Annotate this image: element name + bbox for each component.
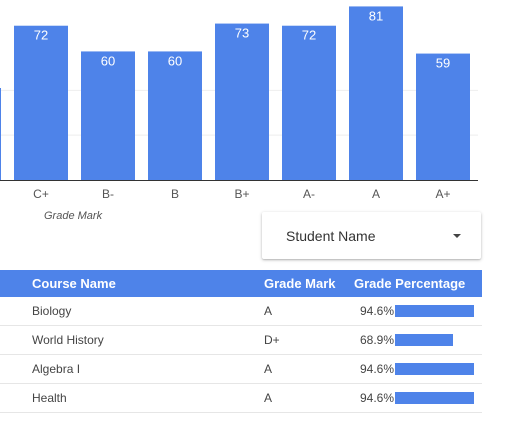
chart-data-label: 72 (302, 28, 316, 43)
chart-bar-partial (0, 88, 1, 180)
chart-bar-C+[interactable] (14, 25, 68, 181)
x-axis-tick-label: B+ (234, 187, 249, 201)
x-axis-tick-label: A- (303, 187, 315, 201)
grade-mark-cell: D+ (264, 333, 280, 347)
grade-percentage-bar-track (395, 363, 475, 375)
chart-svg: 72 C+ 60 B- 60 B 73 B+ 72 A- 81 A 59 A+ Grade Mark (0, 6, 478, 222)
course-name-cell: Algebra I (32, 362, 81, 376)
grade-mark-cell: A (264, 304, 273, 318)
grade-percentage-bar-track (395, 305, 475, 317)
chart-bar-B-[interactable] (81, 51, 135, 180)
x-axis-tick-label: C+ (33, 187, 49, 201)
course-name-cell: World History (32, 333, 104, 347)
chevron-down-icon[interactable] (453, 234, 461, 238)
grade-percentage-cell: 94.6% (354, 391, 482, 405)
student-name-filter-label: Student Name (286, 227, 376, 244)
x-axis-tick-label: A+ (435, 187, 450, 201)
grade-percentage-value: 94.6% (359, 362, 394, 376)
chart-bar-A[interactable] (349, 6, 403, 180)
x-axis-tick-label: B (171, 187, 179, 201)
grade-percentage-value: 94.6% (359, 391, 394, 405)
grade-percentage-cell: 94.6% (354, 304, 482, 318)
student-name-filter[interactable]: Student Name (262, 212, 481, 259)
x-axis-tick-label: A (372, 187, 380, 201)
chart-data-label: 72 (34, 28, 48, 43)
chart-data-label: 59 (436, 56, 450, 71)
chart-data-label: 60 (101, 53, 115, 68)
x-axis-tick-label: B- (102, 187, 114, 201)
column-header-grade-percentage[interactable]: Grade Percentage (354, 276, 466, 291)
grade-percentage-bar-track (395, 334, 475, 346)
grade-mark-cell: A (264, 391, 273, 405)
grade-percentage-bar-track (395, 392, 475, 404)
table-row[interactable]: World History D+ 68.9% (0, 326, 482, 355)
table-row[interactable]: Algebra I A 94.6% (0, 355, 482, 384)
chart-data-label: 73 (235, 26, 249, 41)
chart-bar-B+[interactable] (215, 23, 269, 181)
grade-percentage-bar (395, 363, 475, 375)
table-row[interactable]: Biology A 94.6% (0, 297, 482, 326)
table-header: Course Name Grade Mark Grade Percentage (0, 270, 482, 297)
grade-percentage-bar (395, 334, 453, 346)
x-axis-title: Grade Mark (44, 210, 103, 222)
course-grades-table: Course Name Grade Mark Grade Percentage … (0, 270, 482, 413)
column-header-course-name[interactable]: Course Name (32, 276, 116, 291)
table-body: Biology A 94.6% World History D+ 68.9% Algebra… (0, 297, 482, 413)
course-name-cell: Biology (32, 304, 72, 318)
grade-mark-cell: A (264, 362, 273, 376)
column-header-grade-mark[interactable]: Grade Mark (264, 276, 336, 291)
grade-percentage-value: 94.6% (359, 304, 394, 318)
grade-percentage-cell: 68.9% (354, 333, 482, 347)
grade-percentage-bar (395, 392, 475, 404)
grade-mark-bar-chart: 72 C+ 60 B- 60 B 73 B+ 72 A- 81 A 59 A+ Grade Mark (0, 6, 478, 222)
chart-data-label: 81 (369, 8, 383, 23)
chart-data-label: 60 (168, 53, 182, 68)
chart-bar-A+[interactable] (416, 53, 470, 181)
course-name-cell: Health (32, 391, 67, 405)
table-row[interactable]: Health A 94.6% (0, 384, 482, 413)
grade-percentage-bar (395, 305, 475, 317)
chart-bar-A-[interactable] (282, 25, 336, 181)
grade-percentage-value: 68.9% (359, 333, 394, 347)
chart-bar-B[interactable] (148, 51, 202, 180)
grade-percentage-cell: 94.6% (354, 362, 482, 376)
